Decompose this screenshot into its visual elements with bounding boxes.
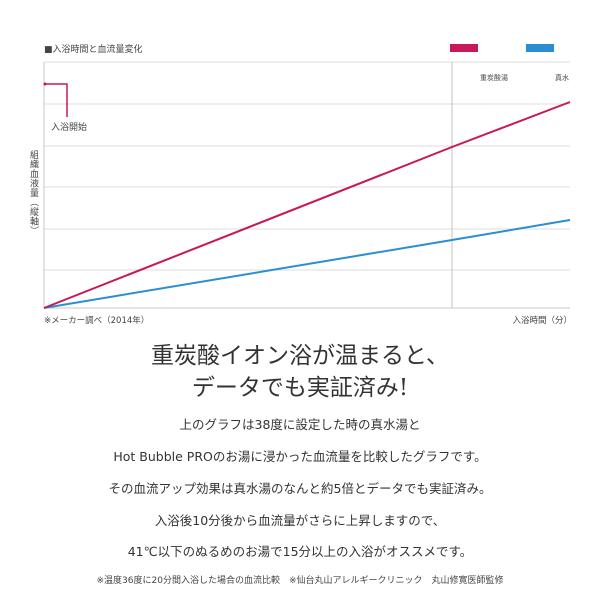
gridlines [44,61,570,271]
start-marker [45,83,68,117]
headline-line-1: 重炭酸イオン浴が温まると、 [150,343,450,369]
legend-swatch-plain-water [526,44,554,52]
body-text-line: Hot Bubble PROのお湯に浸かった血流量を比較したグラフです。 [113,449,487,464]
x-axis-label: 入浴時間（分） [512,316,572,326]
footnote: ※温度36度に20分間入浴した場合の血流比較 ※仙台丸山アレルギークリニック 丸… [96,576,504,586]
source-note: ※メーカー調べ（2014年） [44,316,150,326]
y-axis-label: 組織血液量（縦軸） [28,150,38,236]
body-text-line: その血流アップ効果は真水湯のなんと約5倍とデータでも実証済み。 [108,481,492,496]
chart-title: ■入浴時間と血流量変化 [44,45,143,55]
chart-plot [43,61,571,309]
legend-swatch-carbonated [450,44,478,52]
legend-label-carbonated: 重炭酸湯 [480,74,508,82]
start-label: 入浴開始 [51,123,88,133]
body-text-line: 上のグラフは38度に設定した時の真水湯と [179,417,421,432]
body-text-line: 41℃以下のぬるめのお湯で15分以上の入浴がオススメです。 [127,544,473,559]
headline-line-2: データでも実証済み! [191,375,409,401]
series-carbonated [43,101,571,309]
legend-label-plain-water: 真水 [555,74,569,82]
body-text-line: 入浴後10分後から血流量がさらに上昇しますので、 [154,513,446,528]
series-plain-water [43,219,571,309]
